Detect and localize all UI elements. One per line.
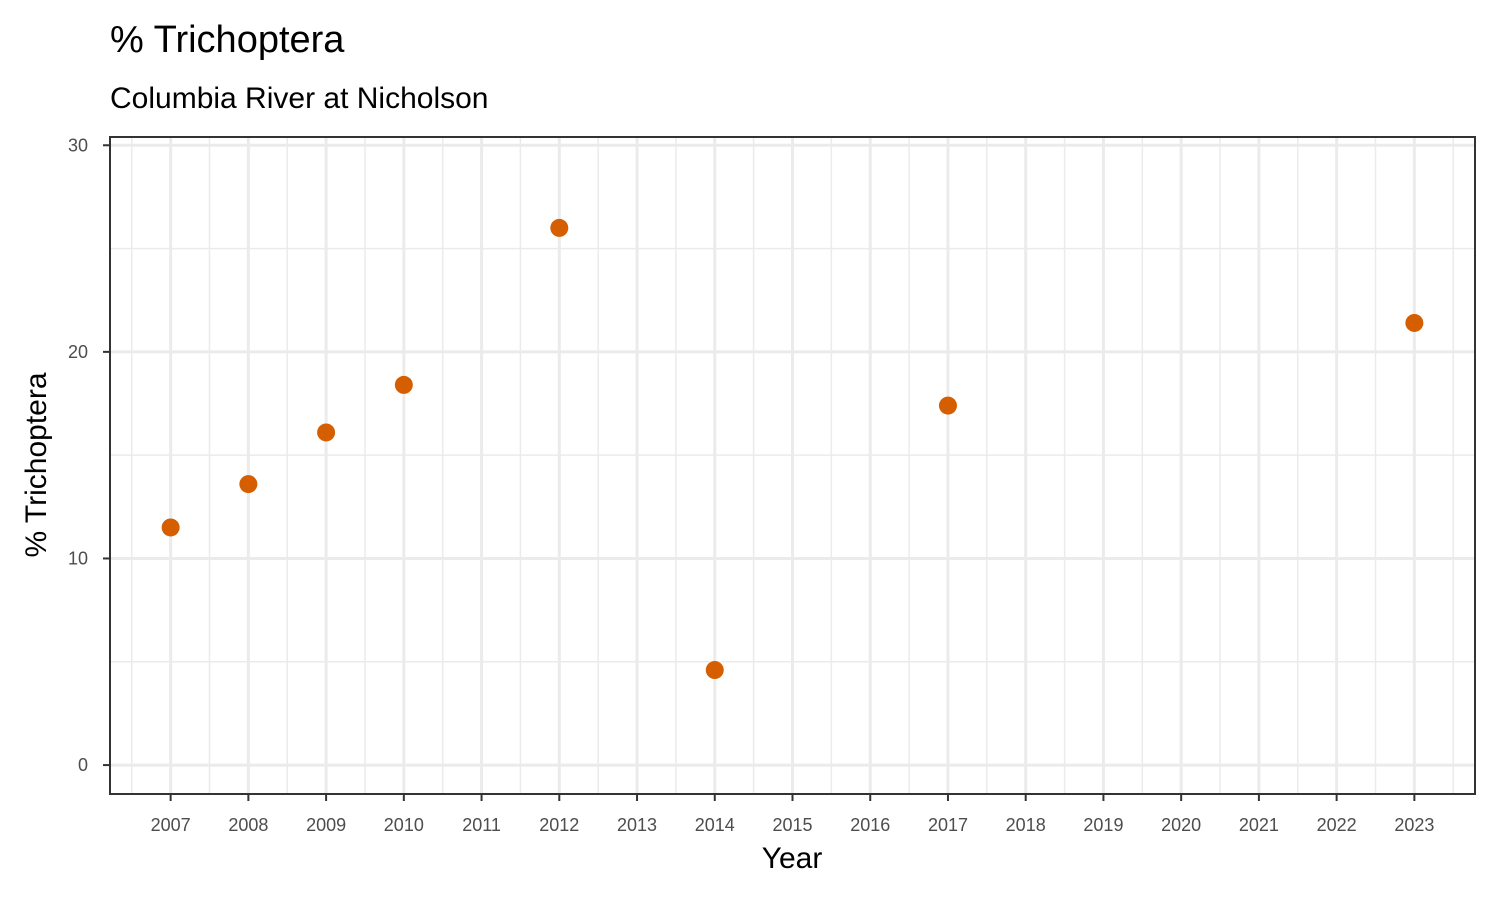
x-tick-label: 2018 [1006,815,1046,835]
data-point [1405,313,1424,332]
x-tick-label: 2015 [772,815,812,835]
y-tick-label: 20 [68,342,88,362]
chart-title: % Trichoptera [110,19,345,61]
y-axis-title: % Trichoptera [20,372,53,557]
data-points [161,218,1424,680]
x-axis-title: Year [762,842,823,875]
x-tick-label: 2013 [617,815,657,835]
data-point [161,518,180,537]
x-tick-label: 2008 [228,815,268,835]
y-axis: 0 10 20 30 [68,135,110,775]
x-tick-label: 2007 [151,815,191,835]
x-tick-label: 2009 [306,815,346,835]
x-tick-label: 2011 [462,815,501,835]
data-point [394,375,413,394]
chart-subtitle: Columbia River at Nicholson [110,82,489,115]
x-tick-label: 2022 [1317,815,1357,835]
x-axis: 2007 2008 2009 2010 2011 2012 2013 2014 2015 2016… [151,794,1434,835]
y-tick-label: 0 [78,755,88,775]
data-point [938,396,957,415]
x-tick-label: 2021 [1239,815,1279,835]
x-tick-label: 2010 [384,815,424,835]
x-tick-label: 2019 [1083,815,1123,835]
grid [110,137,1475,794]
x-tick-label: 2020 [1161,815,1201,835]
x-tick-label: 2016 [850,815,890,835]
data-point [239,475,258,494]
y-tick-label: 10 [68,548,88,568]
x-tick-label: 2012 [539,815,579,835]
data-point [317,423,336,442]
data-point [550,218,569,237]
x-tick-label: 2017 [928,815,968,835]
x-tick-label: 2014 [695,815,735,835]
x-tick-label: 2023 [1394,815,1434,835]
y-tick-label: 30 [68,135,88,155]
data-point [705,661,724,680]
